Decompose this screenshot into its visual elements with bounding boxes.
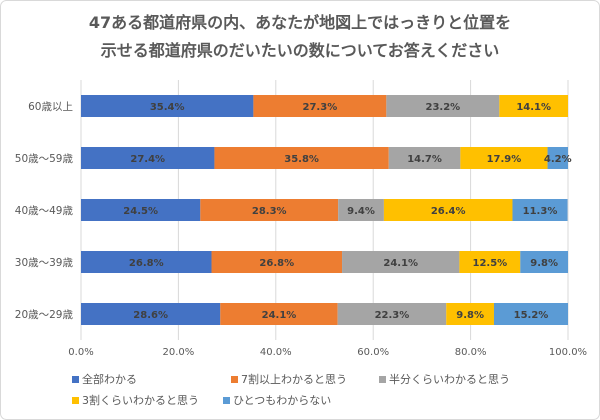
legend-swatch [72,376,79,383]
bar-segment [383,199,513,221]
data-label: 15.2% [514,310,549,321]
bar-segment [547,147,568,169]
data-label: 28.3% [252,206,287,217]
x-tick-label: 60.0% [357,347,389,358]
legend-label: ひとつもわからない [233,394,331,407]
data-label: 27.4% [130,154,165,165]
data-label: 26.8% [129,258,164,269]
bar-segment [338,199,384,221]
data-label: 12.5% [472,258,507,269]
data-label: 9.8% [530,258,558,269]
bar-segment [499,95,568,117]
bar-segment [388,147,461,169]
bar-segment [342,251,460,273]
legend-swatch [379,376,386,383]
bar-segment [520,251,568,273]
legend-swatch [231,376,238,383]
data-label: 9.4% [347,206,375,217]
data-label: 4.2% [544,154,572,165]
data-label: 14.1% [516,102,551,113]
data-label: 26.4% [431,206,466,217]
category-label: 20歳～29歳 [15,309,74,321]
bar-segment [337,303,447,325]
data-label: 27.3% [303,102,338,113]
legend-swatch [72,397,79,404]
chart-title-line-1: 47ある都道府県の内、あなたが地図上ではっきりと位置を [89,13,511,32]
data-label: 28.6% [133,310,168,321]
data-label: 24.1% [383,258,418,269]
data-label: 17.9% [487,154,522,165]
data-label: 35.4% [150,102,185,113]
bar-segment [81,147,215,169]
bar-segment [253,95,387,117]
bar-segment [493,303,568,325]
legend-label: 3割くらいわかると思う [82,393,199,407]
data-label: 11.3% [523,206,558,217]
x-tick-label: 100.0% [549,347,587,358]
bar-segment [200,199,339,221]
data-label: 22.3% [375,310,410,321]
data-label: 26.8% [259,258,294,269]
bar-segment [386,95,500,117]
category-label: 60歳以上 [28,101,73,113]
x-tick-label: 0.0% [68,347,93,358]
legend-label: 7割以上わかると思う [241,372,347,386]
bar-segment [512,199,568,221]
bar-segment [81,251,212,273]
bar-segment [81,303,221,325]
data-label: 35.8% [284,154,319,165]
legend-label: 半分くらいわかると思う [389,372,510,386]
bar-segment [220,303,338,325]
data-label: 24.1% [262,310,297,321]
data-label: 9.8% [456,310,484,321]
bar-segment [81,199,201,221]
data-label: 23.2% [425,102,460,113]
x-tick-label: 80.0% [455,347,487,358]
bar-segment [459,251,521,273]
bar-segment [460,147,548,169]
category-label: 50歳～59歳 [15,153,74,165]
legend-swatch [223,397,230,404]
data-label: 14.7% [407,154,442,165]
category-label: 40歳～49歳 [15,205,74,217]
category-label: 30歳～39歳 [15,257,74,269]
legend-label: 全部わかる [82,372,137,386]
bar-segment [211,251,343,273]
x-tick-label: 40.0% [260,347,292,358]
bar-segment [446,303,494,325]
bar-segment [214,147,389,169]
bar-segment [81,95,254,117]
data-label: 24.5% [123,206,158,217]
x-tick-label: 20.0% [163,347,195,358]
chart-title-line-2: 示せる都道府県のだいたいの数についてお答えください [101,41,500,60]
